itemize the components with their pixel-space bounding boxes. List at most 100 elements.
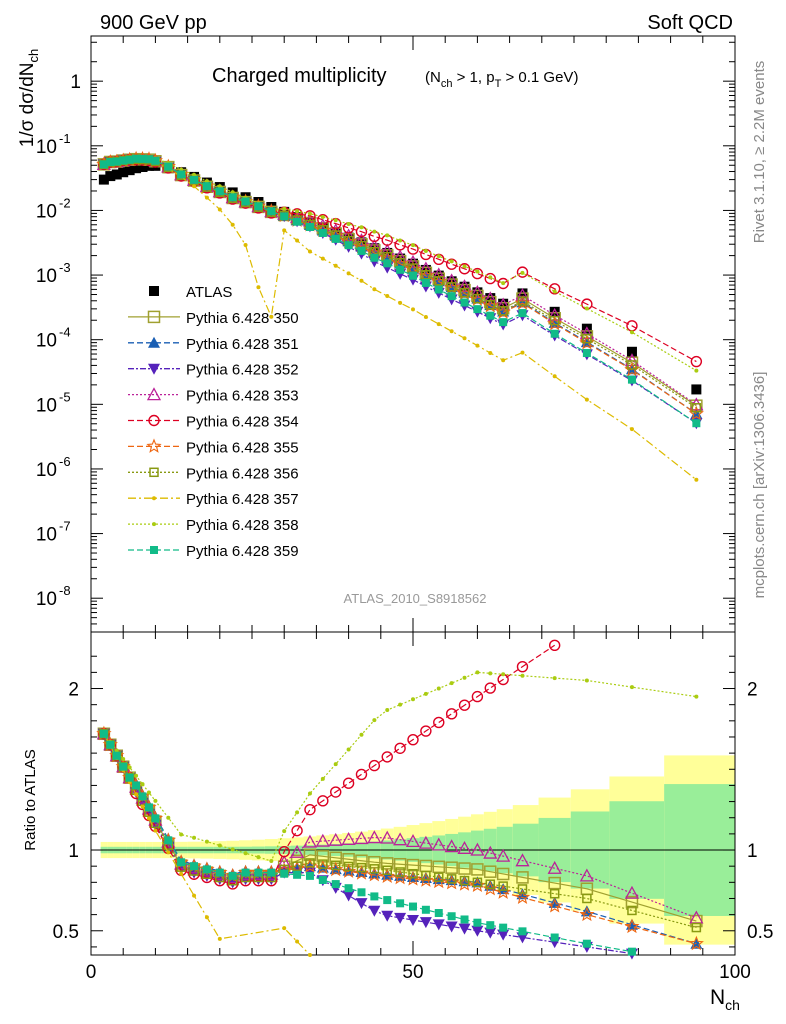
ratio-point <box>552 676 557 681</box>
series-layer <box>96 150 704 482</box>
ratio-point <box>267 868 276 877</box>
series-point <box>333 218 338 223</box>
ytick-label: 10 <box>36 201 57 222</box>
series-point <box>449 329 454 334</box>
ratio-point <box>394 742 406 754</box>
ratio-point <box>458 923 471 935</box>
series-point <box>582 333 592 344</box>
ratio-point <box>140 804 145 809</box>
series-point <box>346 271 351 276</box>
ratio-point <box>444 839 459 853</box>
ratio-point <box>277 855 292 869</box>
series-point <box>241 197 250 206</box>
ratio-point <box>305 858 315 868</box>
ratio-point <box>164 836 173 845</box>
series-point <box>282 228 287 233</box>
series-point <box>269 314 274 319</box>
ratio-point <box>473 918 482 927</box>
series-point <box>460 298 469 307</box>
series-point <box>398 238 403 243</box>
ratio-point <box>368 759 381 772</box>
atlas-point <box>626 346 637 357</box>
ratio-point <box>217 936 222 941</box>
ratio-point <box>112 751 121 760</box>
ratio-point <box>132 781 141 790</box>
series-point <box>497 277 509 290</box>
ratio-point <box>624 918 640 934</box>
side-label-top: Rivet 3.1.10, ≥ 2.2M events <box>751 61 768 244</box>
legend-marker <box>152 496 156 501</box>
ytick-label-exponent: -8 <box>59 583 71 598</box>
series-point <box>393 249 408 263</box>
title-main: Charged multiplicity <box>212 65 387 87</box>
ratio-point <box>382 865 392 876</box>
ratio-point <box>549 888 560 899</box>
atlas-point <box>118 167 129 178</box>
series-point <box>501 281 506 286</box>
ytick-label-exponent: -1 <box>59 131 71 146</box>
ratio-point <box>499 923 508 932</box>
legend-label: Pythia 6.428 356 <box>186 465 299 482</box>
series-point <box>547 307 562 321</box>
series-point <box>446 282 457 292</box>
ratio-point <box>475 670 480 675</box>
ratio-point <box>396 899 405 908</box>
atlas-point <box>124 165 135 176</box>
ratio-point <box>547 860 562 874</box>
main-ylabel: 1/σ dσ/dNch <box>17 49 41 147</box>
series-point <box>243 243 248 248</box>
series-point <box>333 263 338 268</box>
ratio-point <box>431 837 446 851</box>
series-point <box>398 300 403 305</box>
ratio-point <box>433 716 445 729</box>
series-point <box>436 322 441 327</box>
ratio-point <box>449 681 454 686</box>
series-point <box>473 305 482 314</box>
atlas-point <box>691 384 702 395</box>
ratio-point <box>153 798 158 803</box>
ratio-point <box>328 832 343 846</box>
ratio-point <box>484 927 497 939</box>
ratio-point <box>432 919 445 931</box>
legend-marker <box>149 467 159 478</box>
ratio-ytick-label-right: 1 <box>747 841 758 862</box>
ratio-point <box>518 927 527 936</box>
series-point <box>411 307 415 312</box>
series-point <box>447 292 456 301</box>
series-point <box>550 329 559 338</box>
series-point <box>370 253 379 262</box>
legend: ATLAS Pythia 6.428 350 Pythia 6.428 351 Pyt… <box>128 284 299 560</box>
ratio-point <box>395 867 405 877</box>
ratio-ytick-label-right: 2 <box>747 680 758 701</box>
legend-marker <box>150 546 158 554</box>
ratio-ytick-label: 0.5 <box>53 922 79 943</box>
ratio-ytick-label-right: 0.5 <box>747 922 773 943</box>
series-point <box>692 419 701 428</box>
series-point <box>293 217 302 226</box>
ratio-point <box>434 909 443 918</box>
ratio-point <box>420 725 432 737</box>
series-point <box>305 222 314 231</box>
series-point <box>144 155 153 164</box>
series-point <box>462 264 467 269</box>
ratio-point <box>305 871 314 880</box>
series-point <box>496 297 511 311</box>
ratio-point <box>318 875 327 884</box>
series-line <box>103 156 697 372</box>
series-point <box>125 155 134 164</box>
ratio-point <box>292 861 302 871</box>
ratio-point <box>320 776 325 781</box>
ratio-point <box>179 832 184 837</box>
header-left: 900 GeV pp <box>100 12 207 34</box>
ratio-point <box>514 889 531 905</box>
ratio-point <box>445 861 458 874</box>
ratio-point <box>153 828 158 833</box>
series-point <box>475 269 480 274</box>
ratio-point <box>488 671 493 676</box>
series-point <box>282 206 287 211</box>
ratio-point <box>367 830 382 844</box>
ratio-point <box>486 921 495 930</box>
series-point <box>423 314 428 319</box>
plot-title: Charged multiplicity <box>212 65 387 87</box>
series-point <box>396 265 405 274</box>
